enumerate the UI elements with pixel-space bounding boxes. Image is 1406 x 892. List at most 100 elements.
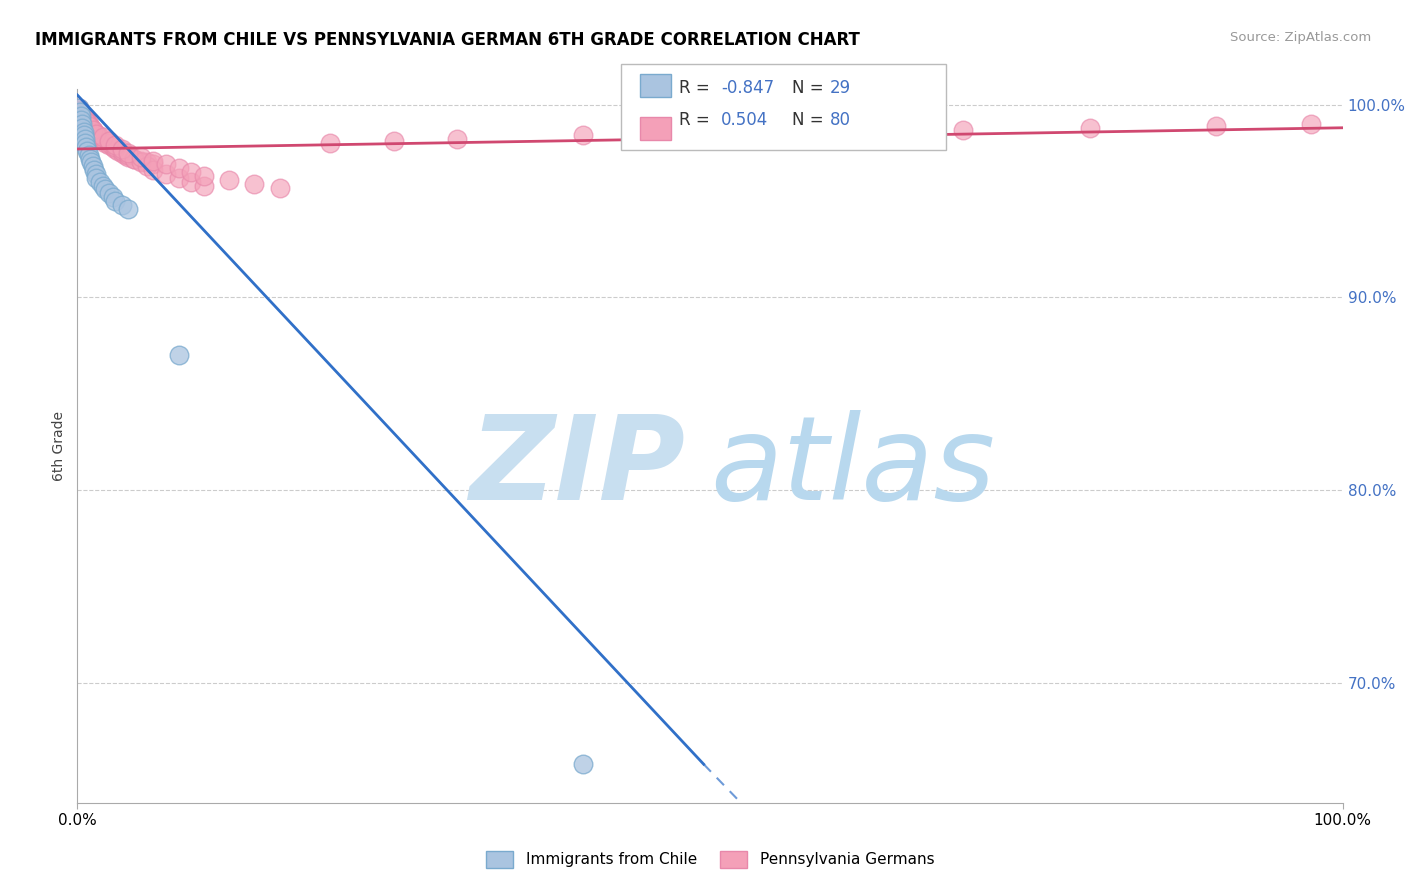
Point <box>82 122 104 136</box>
Point <box>94 182 117 196</box>
Point <box>446 132 468 146</box>
Point <box>180 175 202 189</box>
Point <box>72 109 94 123</box>
Text: 80: 80 <box>830 112 851 129</box>
Point <box>104 142 127 156</box>
Point <box>77 148 100 162</box>
Text: ZIP: ZIP <box>468 410 685 524</box>
Point <box>1205 119 1227 133</box>
Point <box>76 117 98 131</box>
Text: IMMIGRANTS FROM CHILE VS PENNSYLVANIA GERMAN 6TH GRADE CORRELATION CHART: IMMIGRANTS FROM CHILE VS PENNSYLVANIA GE… <box>35 31 860 49</box>
Point <box>91 132 114 146</box>
Point <box>104 138 127 153</box>
Point <box>69 105 91 120</box>
Point <box>167 170 190 185</box>
Point <box>155 167 177 181</box>
Point <box>104 194 127 208</box>
Point <box>114 148 136 162</box>
Point <box>193 178 215 193</box>
Point <box>70 113 93 128</box>
Point <box>76 144 98 158</box>
Legend: Immigrants from Chile, Pennsylvania Germans: Immigrants from Chile, Pennsylvania Germ… <box>479 845 941 873</box>
Point <box>269 180 291 194</box>
Point <box>111 144 132 158</box>
Point <box>75 113 97 128</box>
Point <box>111 145 132 160</box>
Point <box>111 142 132 156</box>
Point <box>77 119 100 133</box>
Point <box>72 107 94 121</box>
Point <box>82 122 104 136</box>
Point <box>89 175 111 189</box>
Point <box>111 198 132 212</box>
Point <box>142 157 165 171</box>
Point <box>86 130 108 145</box>
Point <box>73 136 96 151</box>
Point <box>73 113 96 128</box>
Point <box>89 132 111 146</box>
Point <box>73 111 96 125</box>
Point <box>193 169 215 183</box>
Point <box>825 125 848 139</box>
Point <box>72 120 94 135</box>
Point <box>79 120 101 135</box>
Point <box>129 150 152 164</box>
Point <box>79 152 101 166</box>
Point <box>86 127 108 141</box>
Point <box>69 103 91 118</box>
Point <box>124 152 146 166</box>
Point <box>142 163 165 178</box>
Point <box>101 190 124 204</box>
Point <box>319 136 342 151</box>
Text: 0.504: 0.504 <box>721 112 769 129</box>
Point <box>129 155 152 169</box>
Point <box>73 125 96 139</box>
Point <box>167 348 190 362</box>
Text: R =: R = <box>679 112 710 129</box>
Point <box>218 173 240 187</box>
Point <box>107 144 129 158</box>
Point <box>80 155 103 169</box>
Point <box>82 159 104 173</box>
Point <box>1301 117 1323 131</box>
Point <box>952 122 974 136</box>
Point <box>91 178 114 193</box>
Point <box>1078 120 1101 135</box>
Text: atlas: atlas <box>710 410 995 524</box>
Point <box>180 165 202 179</box>
Point <box>73 111 96 125</box>
Point <box>117 148 139 162</box>
Point <box>70 105 93 120</box>
Point <box>104 140 127 154</box>
Text: N =: N = <box>792 112 823 129</box>
Point <box>75 140 97 154</box>
Point <box>83 163 105 178</box>
Point <box>70 107 93 121</box>
Point <box>117 150 139 164</box>
Point <box>83 125 105 139</box>
Point <box>155 157 177 171</box>
Point <box>70 109 93 123</box>
Text: 29: 29 <box>830 78 851 96</box>
Point <box>80 120 103 135</box>
Point <box>117 202 139 216</box>
Point <box>67 102 90 116</box>
Text: Source: ZipAtlas.com: Source: ZipAtlas.com <box>1230 31 1371 45</box>
Point <box>98 186 120 201</box>
Text: -0.847: -0.847 <box>721 78 775 96</box>
Point <box>382 134 405 148</box>
Point <box>73 109 96 123</box>
Point <box>136 155 159 169</box>
Point <box>73 132 96 146</box>
Text: R =: R = <box>679 78 710 96</box>
Point <box>699 127 721 141</box>
Point <box>83 125 105 139</box>
Point <box>98 138 120 153</box>
Point <box>86 170 108 185</box>
Point <box>167 161 190 176</box>
Point <box>84 127 107 141</box>
Y-axis label: 6th Grade: 6th Grade <box>52 411 66 481</box>
Point <box>76 115 98 129</box>
Point <box>98 134 120 148</box>
Point <box>75 115 97 129</box>
